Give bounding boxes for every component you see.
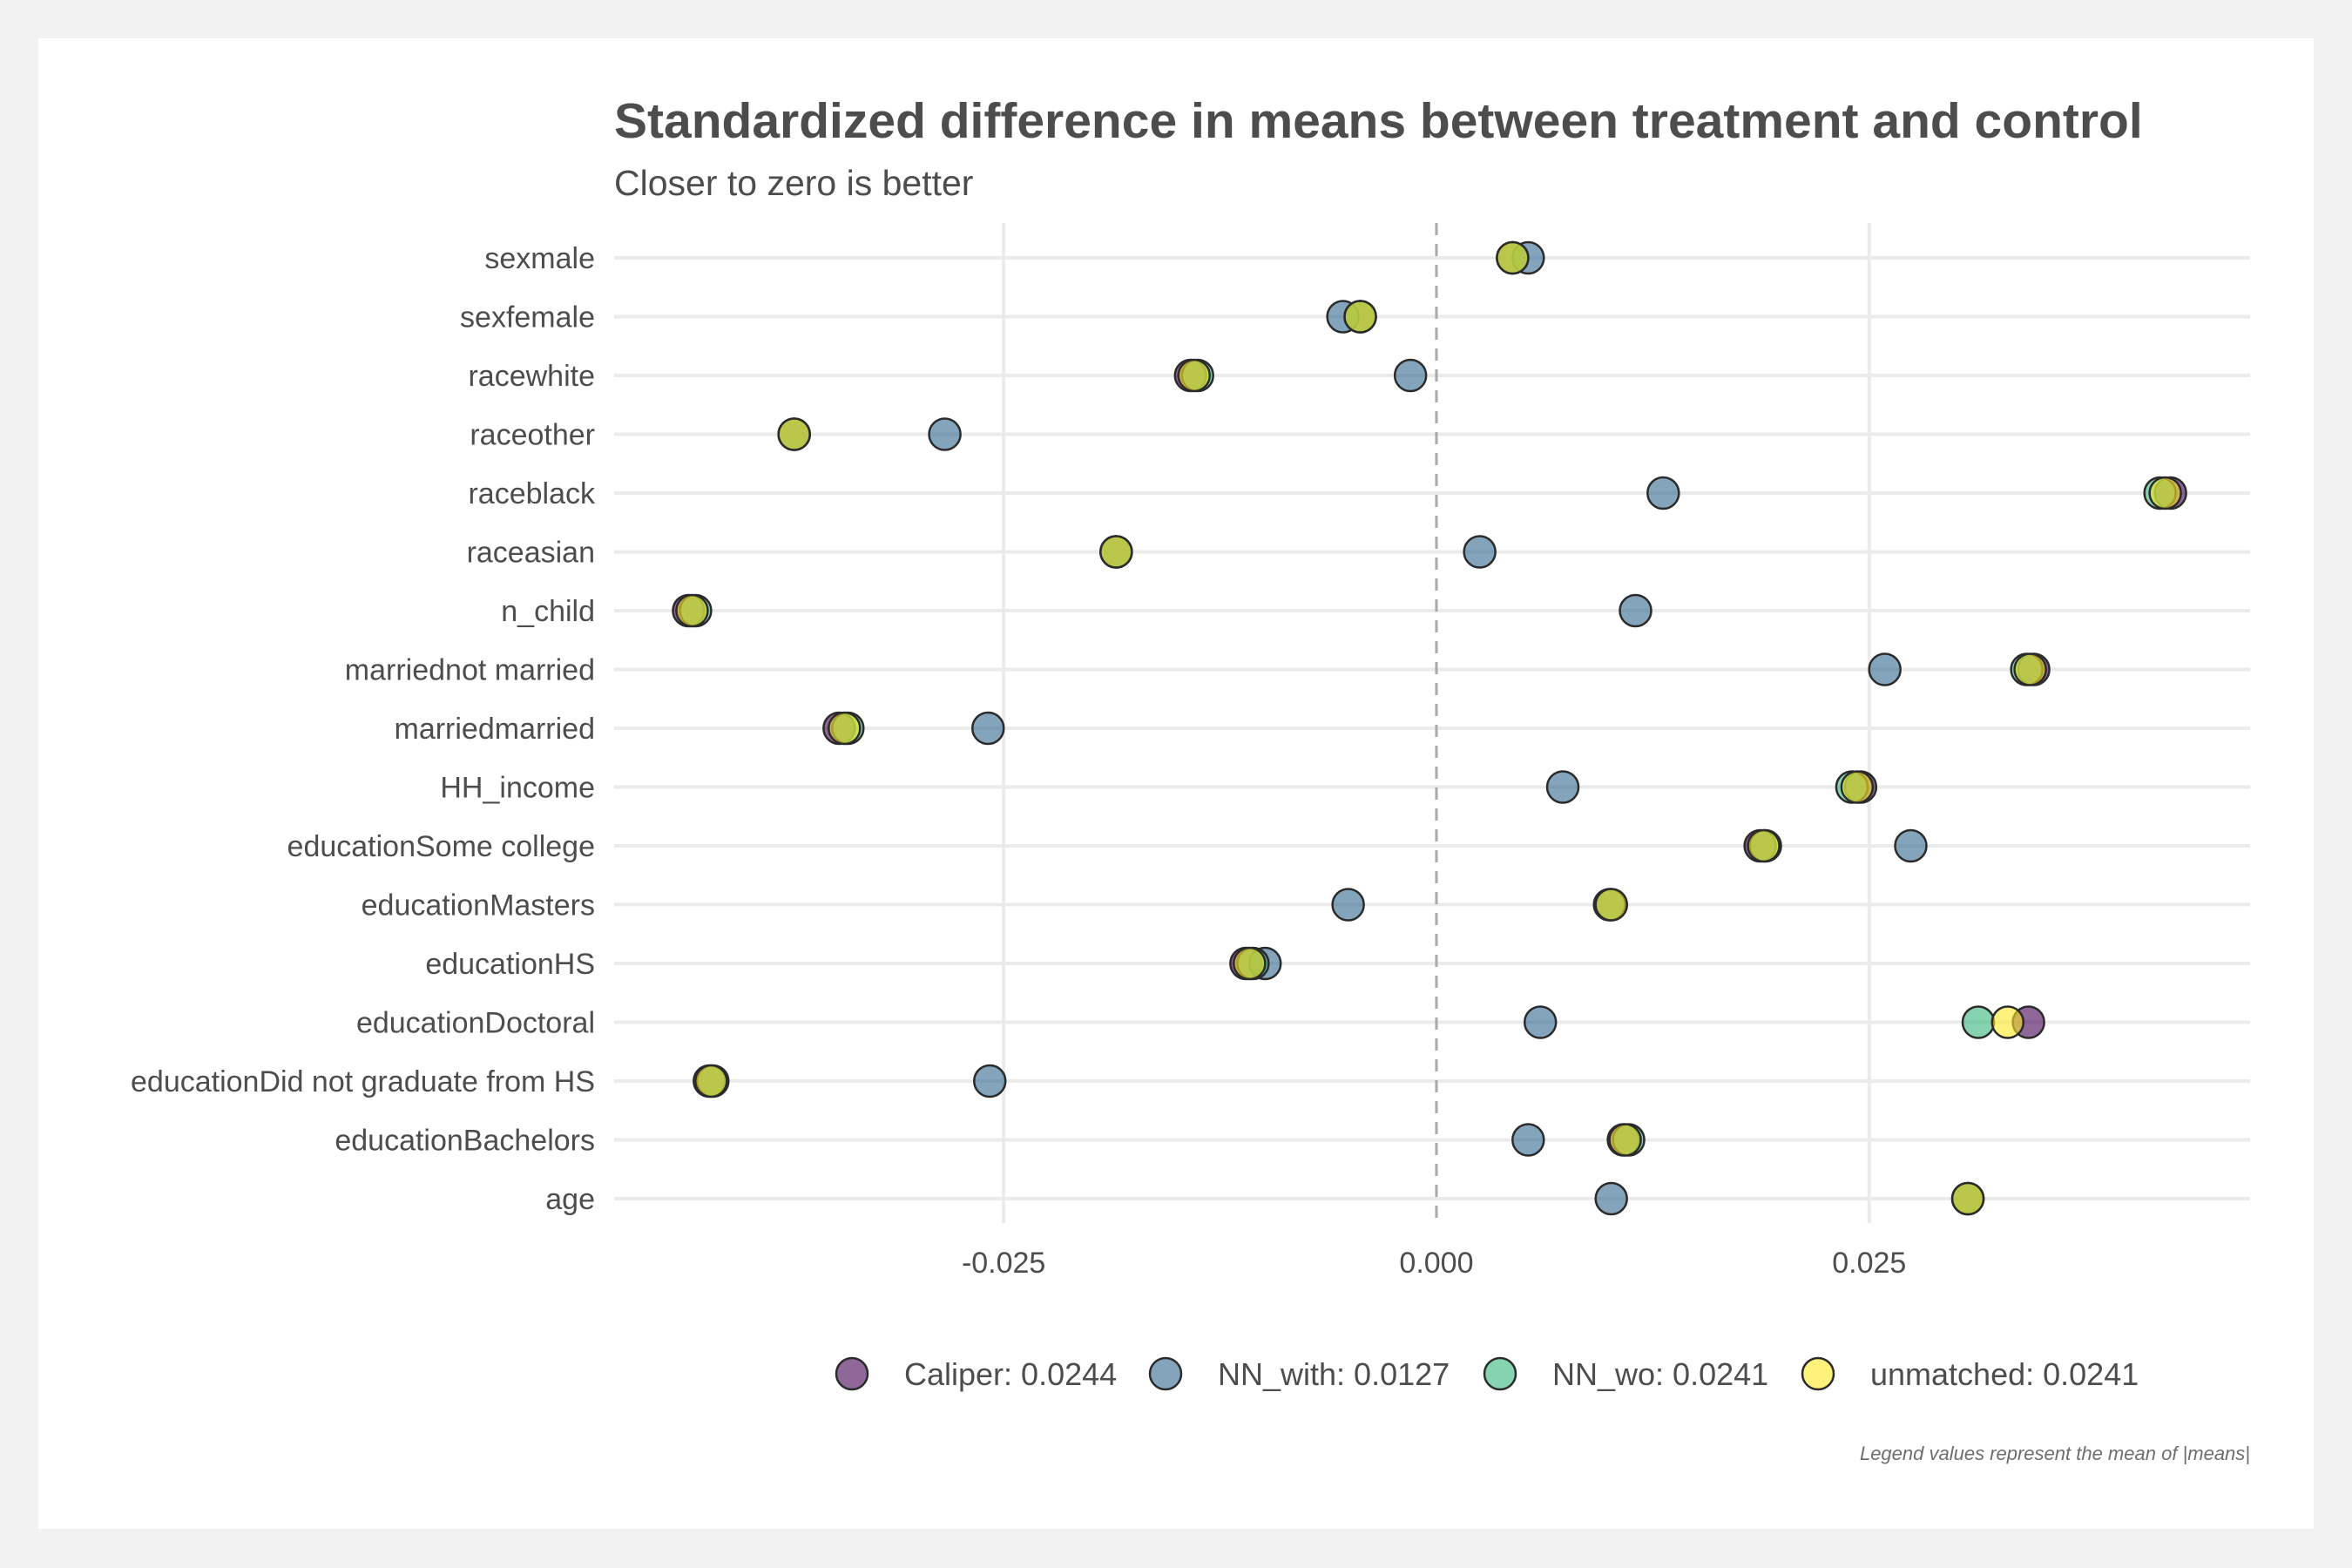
data-point	[1961, 1005, 1996, 1039]
legend: Caliper: 0.0244 NN_with: 0.0127 NN_wo: 0.0…	[835, 1356, 2139, 1392]
data-point	[1099, 535, 1133, 569]
chart-caption: Legend values represent the mean of |mea…	[1860, 1443, 2250, 1464]
data-point	[1177, 358, 1211, 393]
y-tick-label: HH_income	[440, 772, 595, 805]
dot-plot-chart: Standardized difference in means between…	[131, 93, 2250, 1464]
data-point	[2013, 652, 2047, 686]
data-point	[1619, 593, 1652, 628]
data-point	[675, 593, 709, 628]
data-point	[1331, 888, 1365, 922]
y-tick-label: racewhite	[468, 360, 595, 393]
x-tick-label: 0.000	[1399, 1247, 1473, 1280]
legend-swatch	[1148, 1356, 1183, 1391]
legend-label: unmatched: 0.0241	[1870, 1356, 2139, 1392]
data-point	[1545, 770, 1580, 804]
data-point	[1894, 828, 1928, 863]
y-tick-label: educationMasters	[362, 889, 595, 923]
chart-title: Standardized difference in means between…	[614, 93, 2143, 149]
data-point	[1511, 1123, 1545, 1157]
data-point	[972, 1064, 1007, 1098]
y-tick-label: n_child	[501, 595, 595, 628]
data-point	[1608, 1123, 1642, 1157]
y-tick-label: age	[545, 1183, 595, 1216]
data-points	[672, 240, 2187, 1216]
x-tick-label: 0.025	[1832, 1247, 1906, 1280]
data-point	[1393, 358, 1428, 393]
y-tick-label: educationDoctoral	[356, 1007, 595, 1040]
y-tick-label: marriedmarried	[395, 713, 596, 746]
data-point	[928, 417, 962, 451]
y-tick-label: educationSome college	[287, 830, 595, 863]
y-tick-label: sexmale	[484, 242, 595, 275]
data-point	[1594, 1181, 1628, 1216]
data-point	[2148, 476, 2182, 510]
y-tick-label: educationDid not graduate from HS	[131, 1065, 595, 1098]
data-point	[1747, 828, 1781, 863]
data-point	[694, 1064, 728, 1098]
x-axis-labels: -0.025 0.000 0.025	[962, 1247, 1906, 1280]
data-point	[1523, 1005, 1558, 1039]
data-point	[777, 417, 811, 451]
y-tick-label: marriednot married	[345, 654, 595, 687]
y-tick-label: raceasian	[467, 537, 595, 570]
x-tick-label: -0.025	[962, 1247, 1045, 1280]
y-tick-label: educationBachelors	[335, 1125, 595, 1158]
y-tick-label: raceblack	[468, 477, 596, 510]
legend-swatch	[1801, 1356, 1835, 1391]
legend-swatch	[1483, 1356, 1517, 1391]
y-tick-label: raceother	[470, 419, 595, 452]
data-point	[1990, 1005, 2025, 1039]
chart-subtitle: Closer to zero is better	[614, 163, 973, 203]
chart-panel: Standardized difference in means between…	[38, 38, 2314, 1529]
y-tick-label: sexfemale	[460, 301, 595, 335]
data-point	[1343, 300, 1377, 334]
data-point	[828, 711, 862, 746]
data-point	[1950, 1181, 1985, 1216]
legend-label: NN_wo: 0.0241	[1552, 1356, 1768, 1392]
y-axis-labels: sexmale sexfemale racewhite raceother racebl…	[131, 242, 596, 1216]
data-point	[1868, 652, 1902, 686]
data-point	[1646, 476, 1680, 510]
legend-label: NN_with: 0.0127	[1218, 1356, 1450, 1392]
data-point	[1463, 535, 1497, 569]
data-point	[1496, 240, 1530, 275]
data-point	[1594, 888, 1628, 922]
data-point	[971, 711, 1005, 746]
legend-swatch	[835, 1356, 869, 1391]
y-tick-label: educationHS	[425, 948, 595, 981]
legend-label: Caliper: 0.0244	[904, 1356, 1117, 1392]
data-point	[1233, 946, 1267, 981]
data-point	[1840, 770, 1875, 804]
